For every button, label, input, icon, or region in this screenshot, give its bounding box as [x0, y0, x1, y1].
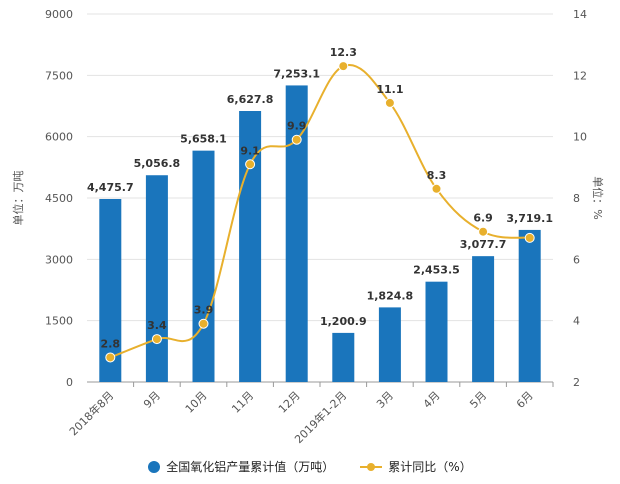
y2-axis-label: 单位：%: [591, 176, 605, 219]
x-tick-label: 2018年8月: [66, 388, 116, 438]
x-tick-label: 3月: [374, 389, 396, 411]
line-data-label: 3.4: [147, 319, 167, 332]
line-series: [109, 63, 530, 359]
bar-legend-icon: [148, 460, 161, 473]
line-data-label: 2.8: [101, 337, 121, 350]
bar: [472, 256, 495, 382]
y2-tick-label: 8: [573, 192, 580, 205]
line-point: [291, 134, 302, 145]
line-data-label: 8.3: [427, 169, 447, 182]
y-tick-label: 0: [66, 376, 73, 389]
legend-item-production[interactable]: 全国氧化铝产量累计值（万吨）: [148, 458, 334, 475]
bar-data-label: 7,253.1: [273, 67, 320, 80]
line-data-label: 12.3: [330, 46, 357, 59]
y2-tick-label: 6: [573, 253, 580, 266]
x-tick-label: 10月: [183, 389, 210, 416]
y2-tick-label: 10: [573, 131, 587, 144]
bar: [332, 332, 355, 382]
line-point: [151, 334, 162, 345]
line-point: [524, 232, 535, 243]
x-tick-label: 9月: [141, 389, 163, 411]
x-tick-label: 6月: [514, 389, 536, 411]
x-tick-label: 11月: [229, 389, 256, 416]
bar-data-label: 1,200.9: [320, 315, 367, 328]
bar: [518, 229, 541, 382]
chart: 0 1500 3000 4500 6000 7500 9000 2 4 6 8 10 12 14 单位：万吨…: [11, 8, 605, 446]
bar: [425, 281, 448, 382]
bar-data-label: 6,627.8: [227, 93, 274, 106]
bar-data-label: 3,077.7: [460, 238, 507, 251]
line-point: [431, 183, 442, 194]
y2-tick-label: 4: [573, 315, 580, 328]
y-tick-label: 4500: [45, 192, 73, 205]
line-point: [478, 226, 489, 237]
y-tick-label: 7500: [45, 69, 73, 82]
legend: 全国氧化铝产量累计值（万吨） 累计同比（%）: [0, 458, 620, 475]
bar: [99, 198, 122, 382]
bar-data-label: 1,824.8: [367, 289, 414, 302]
x-tick-label: 12月: [276, 389, 303, 416]
line-data-label: 11.1: [376, 83, 403, 96]
bar-data-label: 4,475.7: [87, 181, 134, 194]
y-tick-label: 6000: [45, 131, 73, 144]
legend-label: 全国氧化铝产量累计值（万吨）: [166, 460, 335, 474]
y2-tick-label: 14: [573, 8, 587, 21]
bar-data-label: 5,658.1: [180, 133, 227, 146]
bar-data-label: 2,453.5: [413, 264, 460, 277]
legend-label: 累计同比（%）: [388, 460, 472, 474]
line-point: [105, 352, 116, 363]
y2-tick-label: 2: [573, 376, 580, 389]
legend-item-yoy[interactable]: 累计同比（%）: [360, 458, 472, 475]
bar-data-label: 5,056.8: [134, 157, 181, 170]
y-axis-label: 单位：万吨: [11, 171, 25, 226]
line-data-label: 9.9: [287, 120, 307, 133]
line-data-label: 3.9: [194, 304, 214, 317]
x-tick-label: 4月: [421, 389, 443, 411]
y2-tick-label: 12: [573, 69, 587, 82]
bar: [285, 85, 308, 382]
y-tick-label: 3000: [45, 253, 73, 266]
bar: [378, 307, 401, 382]
line-data-label: 9.1: [240, 144, 260, 157]
y-tick-label: 9000: [45, 8, 73, 21]
bar: [145, 175, 168, 382]
bar-data-label: 3,719.1: [506, 212, 553, 225]
line-point: [338, 61, 349, 72]
line-legend-icon: [360, 461, 383, 473]
line-data-label: 6.9: [473, 212, 493, 225]
line-point: [245, 159, 256, 170]
line-point: [384, 97, 395, 108]
x-tick-label: 5月: [467, 389, 489, 411]
y-tick-label: 1500: [45, 315, 73, 328]
line-point: [198, 318, 209, 329]
bar: [192, 150, 215, 382]
